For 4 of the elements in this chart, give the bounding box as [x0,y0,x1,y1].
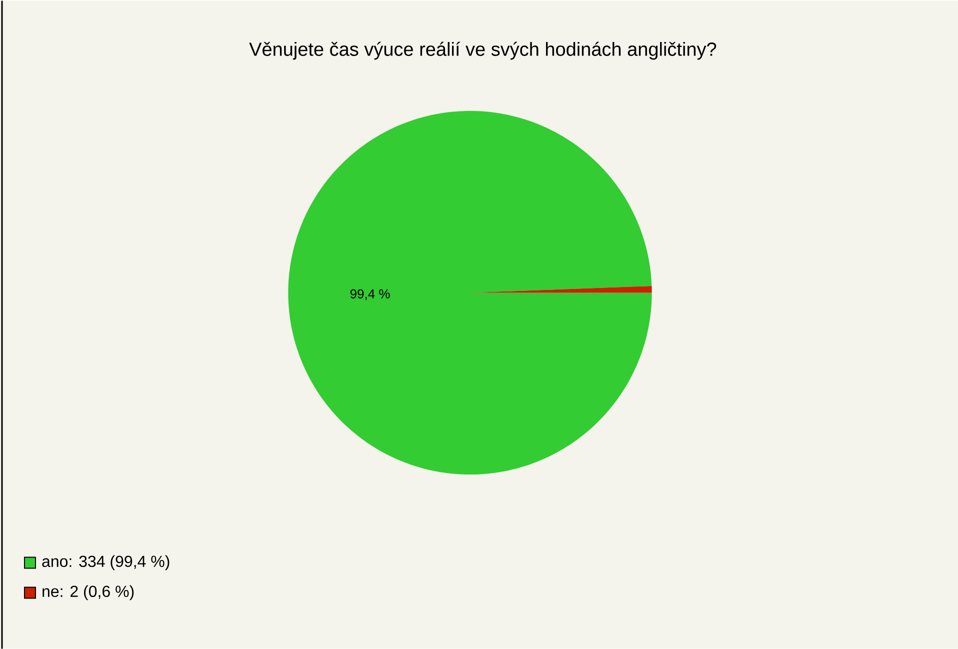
legend-label: ano: 334 (99,4 %) [42,555,170,570]
text: 99,4 % [350,289,390,300]
chart-title: Věnujete čas výuce reálií ve svých hodinách angličtiny? [249,42,716,60]
legend-label: ne: 2 (0,6 %) [42,585,134,600]
